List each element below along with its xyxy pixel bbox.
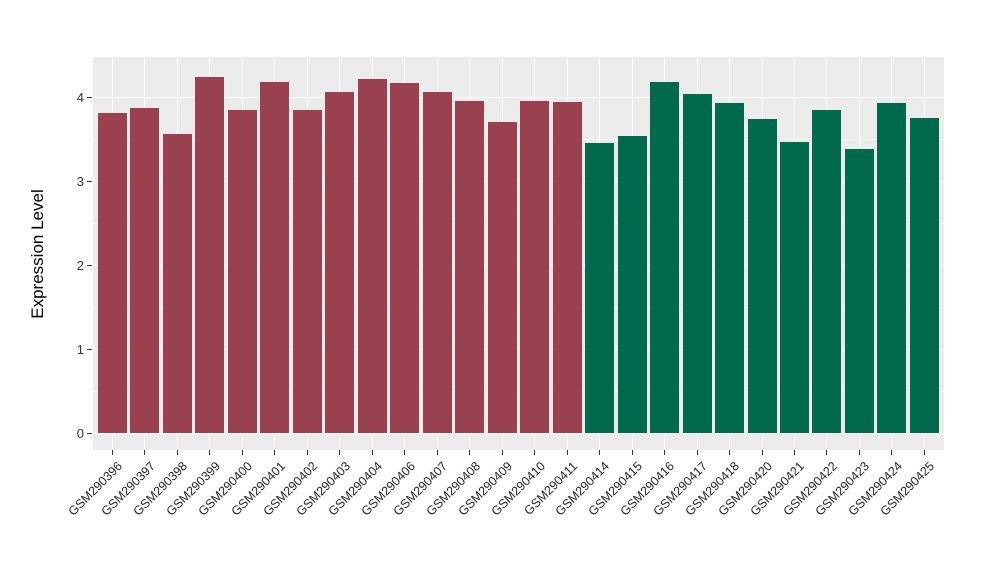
- gridline-y-major: [93, 181, 944, 182]
- y-tick-label: 1: [76, 341, 84, 357]
- bar-GSM290416: [650, 81, 680, 433]
- y-tick-mark: [87, 181, 92, 182]
- bar-GSM290398: [162, 133, 192, 433]
- bar-GSM290415: [617, 135, 647, 433]
- x-tick-mark: [534, 450, 536, 455]
- gridline-y-major: [93, 433, 944, 434]
- bar-GSM290417: [682, 93, 712, 433]
- x-tick-mark: [696, 450, 698, 455]
- bar-GSM290397: [130, 107, 160, 433]
- x-tick-mark: [274, 450, 276, 455]
- gridline-y-minor: [93, 391, 944, 392]
- y-tick-mark: [87, 265, 92, 266]
- bar-GSM290396: [97, 112, 127, 433]
- bar-GSM290425: [909, 118, 939, 433]
- x-tick-mark: [306, 450, 308, 455]
- gridline-y-minor: [93, 223, 944, 224]
- bar-GSM290408: [455, 101, 485, 433]
- x-tick-mark: [176, 450, 178, 455]
- y-tick-mark: [87, 349, 92, 350]
- x-tick-mark: [469, 450, 471, 455]
- bar-GSM290404: [357, 79, 387, 433]
- gridline-y-major: [93, 97, 944, 98]
- bar-GSM290418: [715, 102, 745, 433]
- bar-GSM290414: [585, 143, 615, 433]
- bar-GSM290423: [844, 149, 874, 433]
- y-tick-label: 4: [76, 89, 84, 105]
- x-tick-mark: [858, 450, 860, 455]
- bar-GSM290420: [747, 118, 777, 433]
- x-tick-mark: [891, 450, 893, 455]
- gridline-y-minor: [93, 307, 944, 308]
- bar-GSM290407: [422, 91, 452, 433]
- bar-GSM290401: [260, 81, 290, 433]
- x-tick-mark: [599, 450, 601, 455]
- x-tick-mark: [404, 450, 406, 455]
- x-tick-mark: [501, 450, 503, 455]
- bar-GSM290399: [195, 76, 225, 433]
- y-tick-label: 0: [76, 425, 84, 441]
- bar-GSM290406: [390, 82, 420, 433]
- x-tick-mark: [111, 450, 113, 455]
- x-tick-mark: [826, 450, 828, 455]
- x-tick-mark: [144, 450, 146, 455]
- y-tick-mark: [87, 97, 92, 98]
- x-tick-mark: [664, 450, 666, 455]
- y-tick-label: 3: [76, 173, 84, 189]
- gridline-y-minor: [93, 139, 944, 140]
- x-tick-mark: [631, 450, 633, 455]
- x-tick-mark: [436, 450, 438, 455]
- x-tick-mark: [371, 450, 373, 455]
- bar-GSM290400: [227, 109, 257, 433]
- y-tick-mark: [87, 433, 92, 434]
- gridline-y-major: [93, 349, 944, 350]
- bar-GSM290409: [487, 122, 517, 433]
- y-tick-label: 2: [76, 257, 84, 273]
- x-tick-mark: [729, 450, 731, 455]
- bar-GSM290403: [325, 91, 355, 433]
- bar-GSM290422: [812, 110, 842, 433]
- x-tick-mark: [923, 450, 925, 455]
- bar-GSM290424: [877, 102, 907, 433]
- plot-panel: [93, 57, 944, 450]
- x-tick-mark: [761, 450, 763, 455]
- bar-GSM290411: [552, 102, 582, 433]
- x-tick-mark: [241, 450, 243, 455]
- gridline-y-major: [93, 265, 944, 266]
- x-tick-mark: [566, 450, 568, 455]
- x-tick-mark: [794, 450, 795, 455]
- y-axis-title: Expression Level: [28, 189, 47, 319]
- x-tick-mark: [339, 450, 341, 455]
- bar-GSM290421: [780, 142, 809, 433]
- bar-GSM290410: [520, 101, 550, 433]
- bar-GSM290402: [292, 110, 322, 433]
- x-tick-mark: [209, 450, 211, 455]
